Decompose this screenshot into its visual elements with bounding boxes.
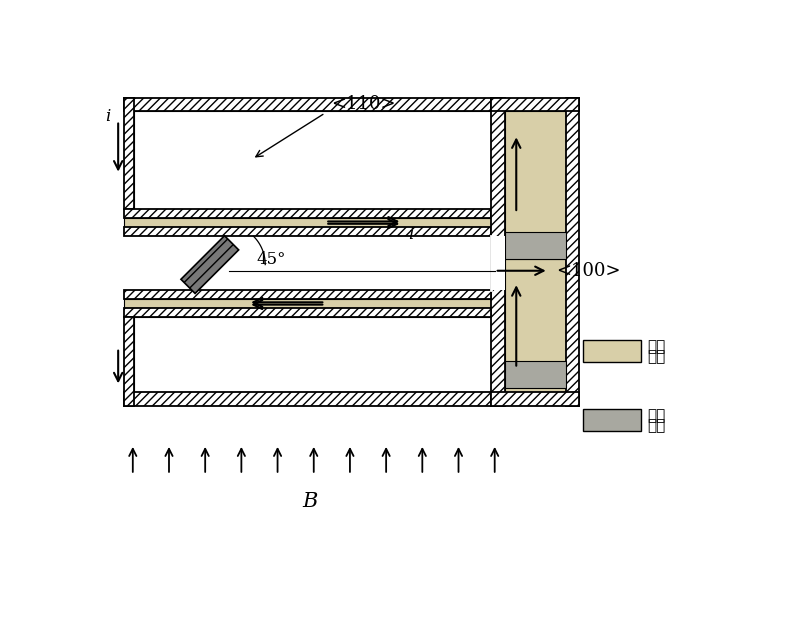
Bar: [123, 308, 491, 317]
Bar: [505, 232, 566, 259]
Text: 压阻: 压阻: [647, 418, 666, 433]
Text: i: i: [106, 108, 111, 125]
Bar: [566, 97, 579, 405]
Text: <100>: <100>: [556, 262, 621, 280]
Bar: [583, 340, 641, 361]
Bar: [134, 317, 491, 392]
Bar: [123, 392, 491, 405]
Bar: [123, 209, 491, 218]
Polygon shape: [181, 236, 238, 293]
Text: 敏感: 敏感: [647, 409, 666, 423]
Bar: [123, 299, 491, 308]
Bar: [505, 112, 566, 259]
Bar: [505, 361, 566, 388]
Bar: [123, 97, 491, 112]
Bar: [123, 97, 134, 209]
Bar: [491, 97, 579, 112]
Text: B: B: [302, 492, 318, 512]
Bar: [123, 317, 134, 405]
Text: <110>: <110>: [331, 95, 396, 113]
Bar: [123, 227, 491, 236]
Bar: [134, 112, 491, 209]
Text: i: i: [409, 226, 414, 243]
Text: 45°: 45°: [256, 250, 286, 268]
Bar: [583, 409, 641, 431]
Bar: [123, 290, 491, 299]
Bar: [491, 236, 505, 290]
Text: 线圈: 线圈: [647, 348, 666, 364]
Bar: [505, 259, 566, 392]
Bar: [123, 218, 491, 227]
Text: 驱动: 驱动: [647, 339, 666, 354]
Bar: [491, 392, 579, 405]
Bar: [491, 97, 505, 405]
